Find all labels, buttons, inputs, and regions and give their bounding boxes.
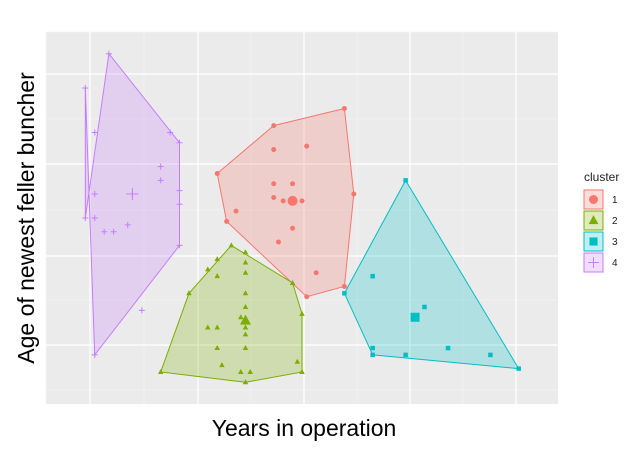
point-cluster-2 [157, 369, 164, 375]
point-cluster-4 [91, 191, 98, 198]
point-cluster-3 [403, 352, 408, 358]
hull-cluster-1 [216, 107, 355, 298]
point-cluster-1 [341, 105, 347, 111]
cluster-hulls [84, 52, 520, 383]
point-cluster-2 [214, 273, 220, 279]
point-cluster-1 [224, 218, 230, 224]
point-cluster-3 [403, 178, 408, 183]
legend-label: 3 [612, 237, 618, 248]
point-cluster-4 [101, 228, 108, 235]
point-cluster-2 [205, 266, 211, 272]
point-cluster-1 [233, 208, 239, 214]
point-cluster-2 [242, 249, 249, 255]
x-axis-title: Years in operation [212, 415, 397, 441]
point-cluster-1 [280, 198, 286, 204]
point-cluster-4 [138, 307, 145, 314]
point-cluster-3 [370, 345, 375, 351]
point-cluster-1 [304, 294, 310, 300]
legend-item-4: 4 [583, 252, 618, 273]
point-cluster-1 [275, 239, 281, 245]
point-cluster-2 [242, 324, 249, 330]
point-cluster-4 [167, 129, 174, 136]
point-cluster-2 [242, 331, 249, 337]
point-cluster-2 [294, 358, 301, 364]
legend-item-3: 3 [583, 231, 618, 252]
point-cluster-3 [488, 352, 493, 358]
point-cluster-2 [214, 324, 220, 330]
point-cluster-2 [289, 280, 296, 286]
centroid-cluster-1 [287, 195, 298, 206]
legend-items: 1 2 3 4 [583, 189, 618, 273]
legend-item-1: 1 [583, 189, 618, 210]
point-cluster-4 [82, 215, 89, 221]
point-cluster-2 [238, 369, 244, 375]
legend-label: 1 [612, 195, 618, 206]
point-cluster-2 [228, 242, 235, 248]
legend-title: cluster [584, 170, 619, 184]
y-axis-title: Age of newest feller buncher [13, 72, 39, 364]
point-cluster-4 [176, 187, 183, 194]
point-cluster-3 [516, 366, 521, 371]
point-cluster-1 [304, 143, 310, 149]
legend: cluster 1 2 3 4 [583, 170, 619, 273]
point-cluster-3 [445, 345, 451, 351]
point-cluster-2 [242, 303, 249, 309]
point-cluster-4 [176, 242, 183, 249]
point-cluster-4 [91, 129, 98, 136]
point-cluster-1 [341, 283, 347, 289]
point-cluster-2 [299, 369, 305, 375]
point-cluster-4 [105, 50, 112, 57]
legend-key-marker [588, 257, 599, 268]
point-cluster-2 [242, 259, 249, 265]
point-cluster-1 [271, 147, 277, 153]
point-cluster-4 [176, 201, 183, 208]
point-cluster-4 [110, 228, 117, 235]
point-cluster-2 [219, 362, 225, 368]
point-cluster-2 [242, 345, 249, 351]
point-cluster-1 [290, 181, 296, 187]
point-cluster-2 [242, 290, 249, 296]
point-cluster-1 [271, 194, 277, 200]
point-cluster-1 [214, 171, 220, 177]
point-cluster-1 [313, 270, 319, 276]
centroid-cluster-3 [410, 312, 420, 322]
point-cluster-2 [242, 379, 249, 385]
point-cluster-4 [91, 351, 98, 358]
point-cluster-4 [124, 221, 131, 228]
point-cluster-3 [370, 273, 375, 279]
point-cluster-2 [214, 345, 220, 351]
legend-label: 2 [612, 216, 618, 227]
centroid-cluster-4 [126, 188, 139, 201]
legend-key-marker [588, 215, 599, 225]
point-cluster-2 [299, 310, 305, 316]
point-cluster-4 [176, 139, 183, 146]
data-points [82, 50, 521, 385]
point-cluster-2 [205, 324, 211, 330]
point-cluster-4 [91, 215, 98, 221]
point-cluster-1 [351, 191, 357, 197]
point-cluster-2 [214, 256, 220, 262]
legend-label: 4 [612, 258, 618, 269]
point-cluster-1 [299, 198, 305, 204]
point-cluster-1 [271, 123, 277, 129]
point-cluster-3 [422, 304, 427, 310]
point-cluster-2 [242, 269, 249, 275]
point-cluster-4 [82, 84, 89, 91]
legend-key-marker [589, 237, 598, 246]
point-cluster-4 [157, 163, 164, 170]
point-cluster-3 [370, 352, 375, 358]
point-cluster-2 [186, 290, 192, 296]
centroid-cluster-2 [239, 314, 251, 325]
hull-cluster-2 [160, 244, 303, 383]
point-cluster-1 [271, 181, 277, 187]
point-cluster-2 [247, 369, 253, 375]
legend-item-2: 2 [583, 210, 618, 231]
point-cluster-3 [342, 291, 347, 296]
point-cluster-1 [290, 225, 296, 231]
point-cluster-2 [238, 314, 244, 320]
legend-key-marker [589, 195, 598, 204]
point-cluster-4 [157, 177, 164, 184]
